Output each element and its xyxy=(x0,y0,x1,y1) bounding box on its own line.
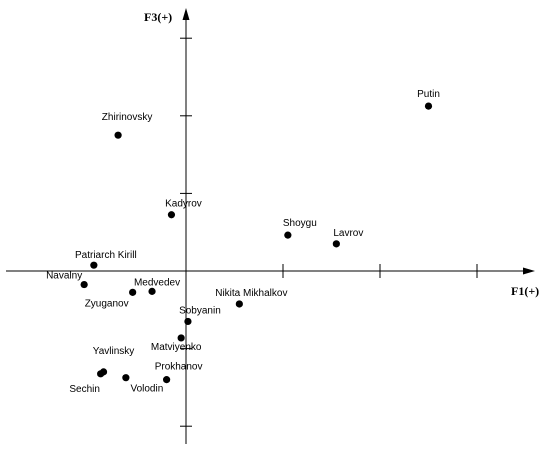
point-label: Yavlinsky xyxy=(93,346,135,357)
data-point xyxy=(122,374,130,382)
x-axis-title: F1(+) xyxy=(511,284,539,298)
point-label: Zyuganov xyxy=(85,298,129,309)
data-point xyxy=(424,102,433,110)
data-point xyxy=(235,300,243,308)
data-point xyxy=(97,370,105,378)
point-label: Navalny xyxy=(46,271,82,282)
data-point xyxy=(184,317,192,326)
point-label: Sechin xyxy=(69,384,100,395)
data-point xyxy=(177,334,185,342)
data-point xyxy=(90,261,98,269)
point-label: Shoygu xyxy=(283,218,317,229)
x-axis-arrow xyxy=(523,267,535,275)
data-points: Putin Zhirinovsky Kadyrov Shoygu Lavrov Patri… xyxy=(46,89,440,395)
data-point xyxy=(80,280,88,289)
data-point xyxy=(332,240,340,248)
point-label: Medvedev xyxy=(134,277,180,288)
point-label: Putin xyxy=(417,89,440,100)
data-point xyxy=(148,287,156,295)
axes xyxy=(6,8,535,444)
data-point xyxy=(129,288,137,296)
point-label: Patriarch Kirill xyxy=(75,250,137,261)
point-label: Zhirinovsky xyxy=(102,112,153,123)
point-label: Kadyrov xyxy=(165,199,202,210)
data-point xyxy=(284,231,292,239)
data-point xyxy=(167,211,176,219)
data-point xyxy=(163,376,171,384)
data-point xyxy=(114,131,122,139)
point-label: Matviyenko xyxy=(151,342,202,353)
point-label: Nikita Mikhalkov xyxy=(215,288,287,299)
point-label: Prokhanov xyxy=(155,362,203,373)
point-label: Sobyanin xyxy=(179,305,221,316)
y-axis-arrow xyxy=(182,8,190,20)
point-label: Volodin xyxy=(130,384,163,395)
y-axis-title: F3(+) xyxy=(144,10,172,24)
point-label: Lavrov xyxy=(333,228,363,239)
